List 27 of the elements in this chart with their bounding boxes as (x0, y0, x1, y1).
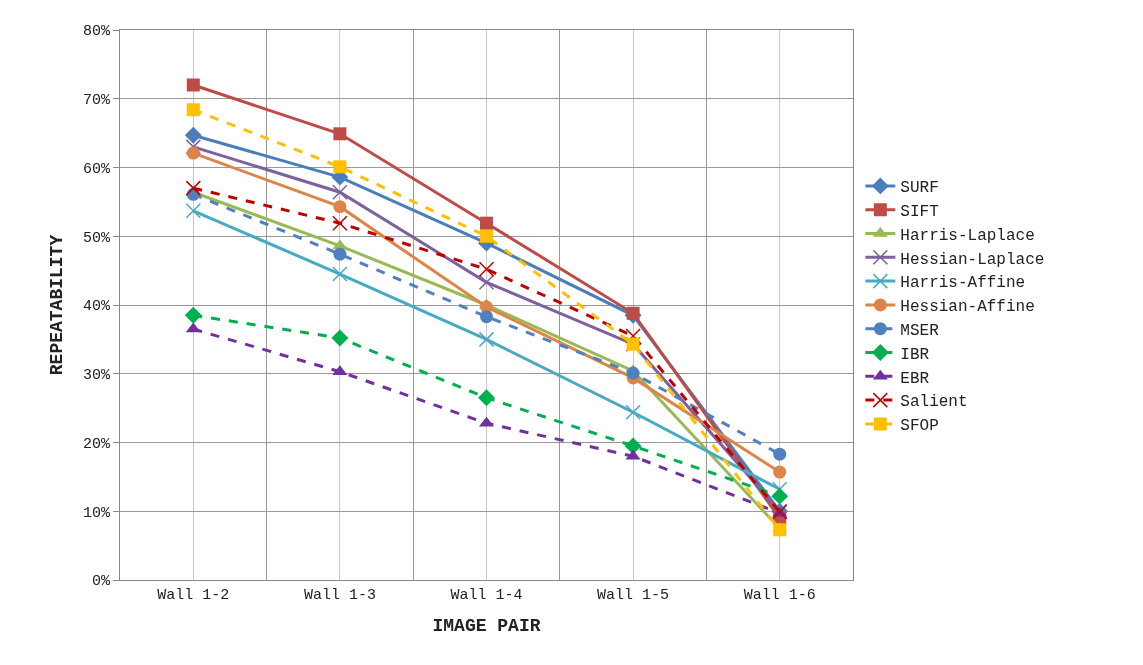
legend-label: SIFT (900, 202, 939, 221)
legend-label: Hessian-Laplace (900, 250, 1045, 269)
legend-label: SURF (900, 179, 939, 198)
x-tick-label: Wall 1-5 (597, 587, 670, 604)
y-tick-label: 80% (82, 23, 111, 41)
legend-label: MSER (900, 321, 940, 340)
legend-label: Salient (900, 393, 968, 412)
x-tick-label: Wall 1-4 (450, 587, 523, 604)
y-tick-label: 10% (82, 504, 111, 522)
legend-label: IBR (900, 345, 930, 364)
y-tick-label: 30% (82, 367, 111, 384)
x-tick-label: Wall 1-6 (743, 587, 816, 604)
x-axis-title: IMAGE PAIR (432, 616, 541, 637)
y-axis-title: REPEATABILITY (47, 234, 68, 376)
y-tick-label: 20% (82, 435, 111, 453)
y-tick-label: 70% (82, 92, 111, 109)
legend-label: EBR (900, 369, 930, 388)
y-tick-label: 40% (82, 298, 111, 316)
y-tick-label: 0% (91, 573, 111, 591)
legend-label: Harris-Affine (900, 274, 1026, 293)
y-tick-label: 60% (82, 160, 111, 178)
y-tick-label: 50% (82, 229, 111, 247)
legend-label: Harris-Laplace (900, 226, 1035, 245)
legend-label: SFOP (900, 417, 939, 436)
x-tick-label: Wall 1-3 (303, 587, 376, 604)
legend-label: Hessian-Affine (900, 298, 1035, 317)
x-tick-label: Wall 1-2 (157, 587, 230, 604)
